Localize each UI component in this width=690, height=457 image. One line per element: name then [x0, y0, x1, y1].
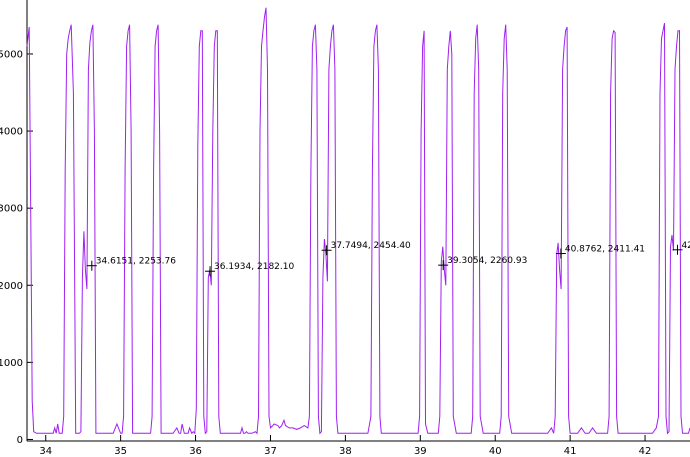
- annotation-label-2: 37.7494, 2454.40: [331, 241, 411, 251]
- x-ticks: 34 35 36 37 38 39 40 41 42: [39, 435, 651, 457]
- annotation-label-1: 36.1934, 2182.10: [214, 262, 294, 272]
- annotation-3: 39.3054, 2260.93: [438, 256, 527, 271]
- annotation-label-4: 40.8762, 2411.41: [565, 245, 645, 255]
- annotation-0: 34.6151, 2253.76: [86, 257, 176, 271]
- annotation-1: 36.1934, 2182.10: [205, 262, 294, 277]
- y-tick-label-1: 1000: [0, 358, 23, 369]
- annotation-2: 37.7494, 2454.40: [321, 241, 411, 256]
- annotation-label-5: 42.432: [681, 241, 690, 251]
- x-tick-label-7: 41: [564, 446, 577, 457]
- annotations: 34.6151, 2253.76 36.1934, 2182.10 37.7494,…: [86, 241, 690, 277]
- x-tick-label-8: 42: [639, 446, 652, 457]
- x-tick-label-4: 38: [339, 446, 352, 457]
- y-ticks: 0 1000 2000 3000 4000 5000: [0, 49, 33, 446]
- x-tick-label-3: 37: [264, 446, 277, 457]
- y-tick-label-5: 5000: [0, 49, 23, 60]
- annotation-5: 42.432: [672, 241, 690, 255]
- annotation-label-0: 34.6151, 2253.76: [96, 257, 176, 267]
- x-tick-label-6: 40: [489, 446, 502, 457]
- y-tick-label-4: 4000: [0, 127, 23, 138]
- series-line: [26, 7, 690, 435]
- annotation-label-3: 39.3054, 2260.93: [447, 256, 527, 266]
- x-tick-label-5: 39: [414, 446, 427, 457]
- annotation-4: 40.8762, 2411.41: [555, 245, 645, 259]
- x-tick-label-2: 36: [189, 446, 202, 457]
- y-tick-label-3: 3000: [0, 204, 23, 215]
- plot-frame: [26, 0, 690, 442]
- x-tick-label-0: 34: [39, 446, 52, 457]
- y-tick-label-0: 0: [17, 435, 23, 446]
- x-tick-label-1: 35: [114, 446, 127, 457]
- y-tick-label-2: 2000: [0, 281, 23, 292]
